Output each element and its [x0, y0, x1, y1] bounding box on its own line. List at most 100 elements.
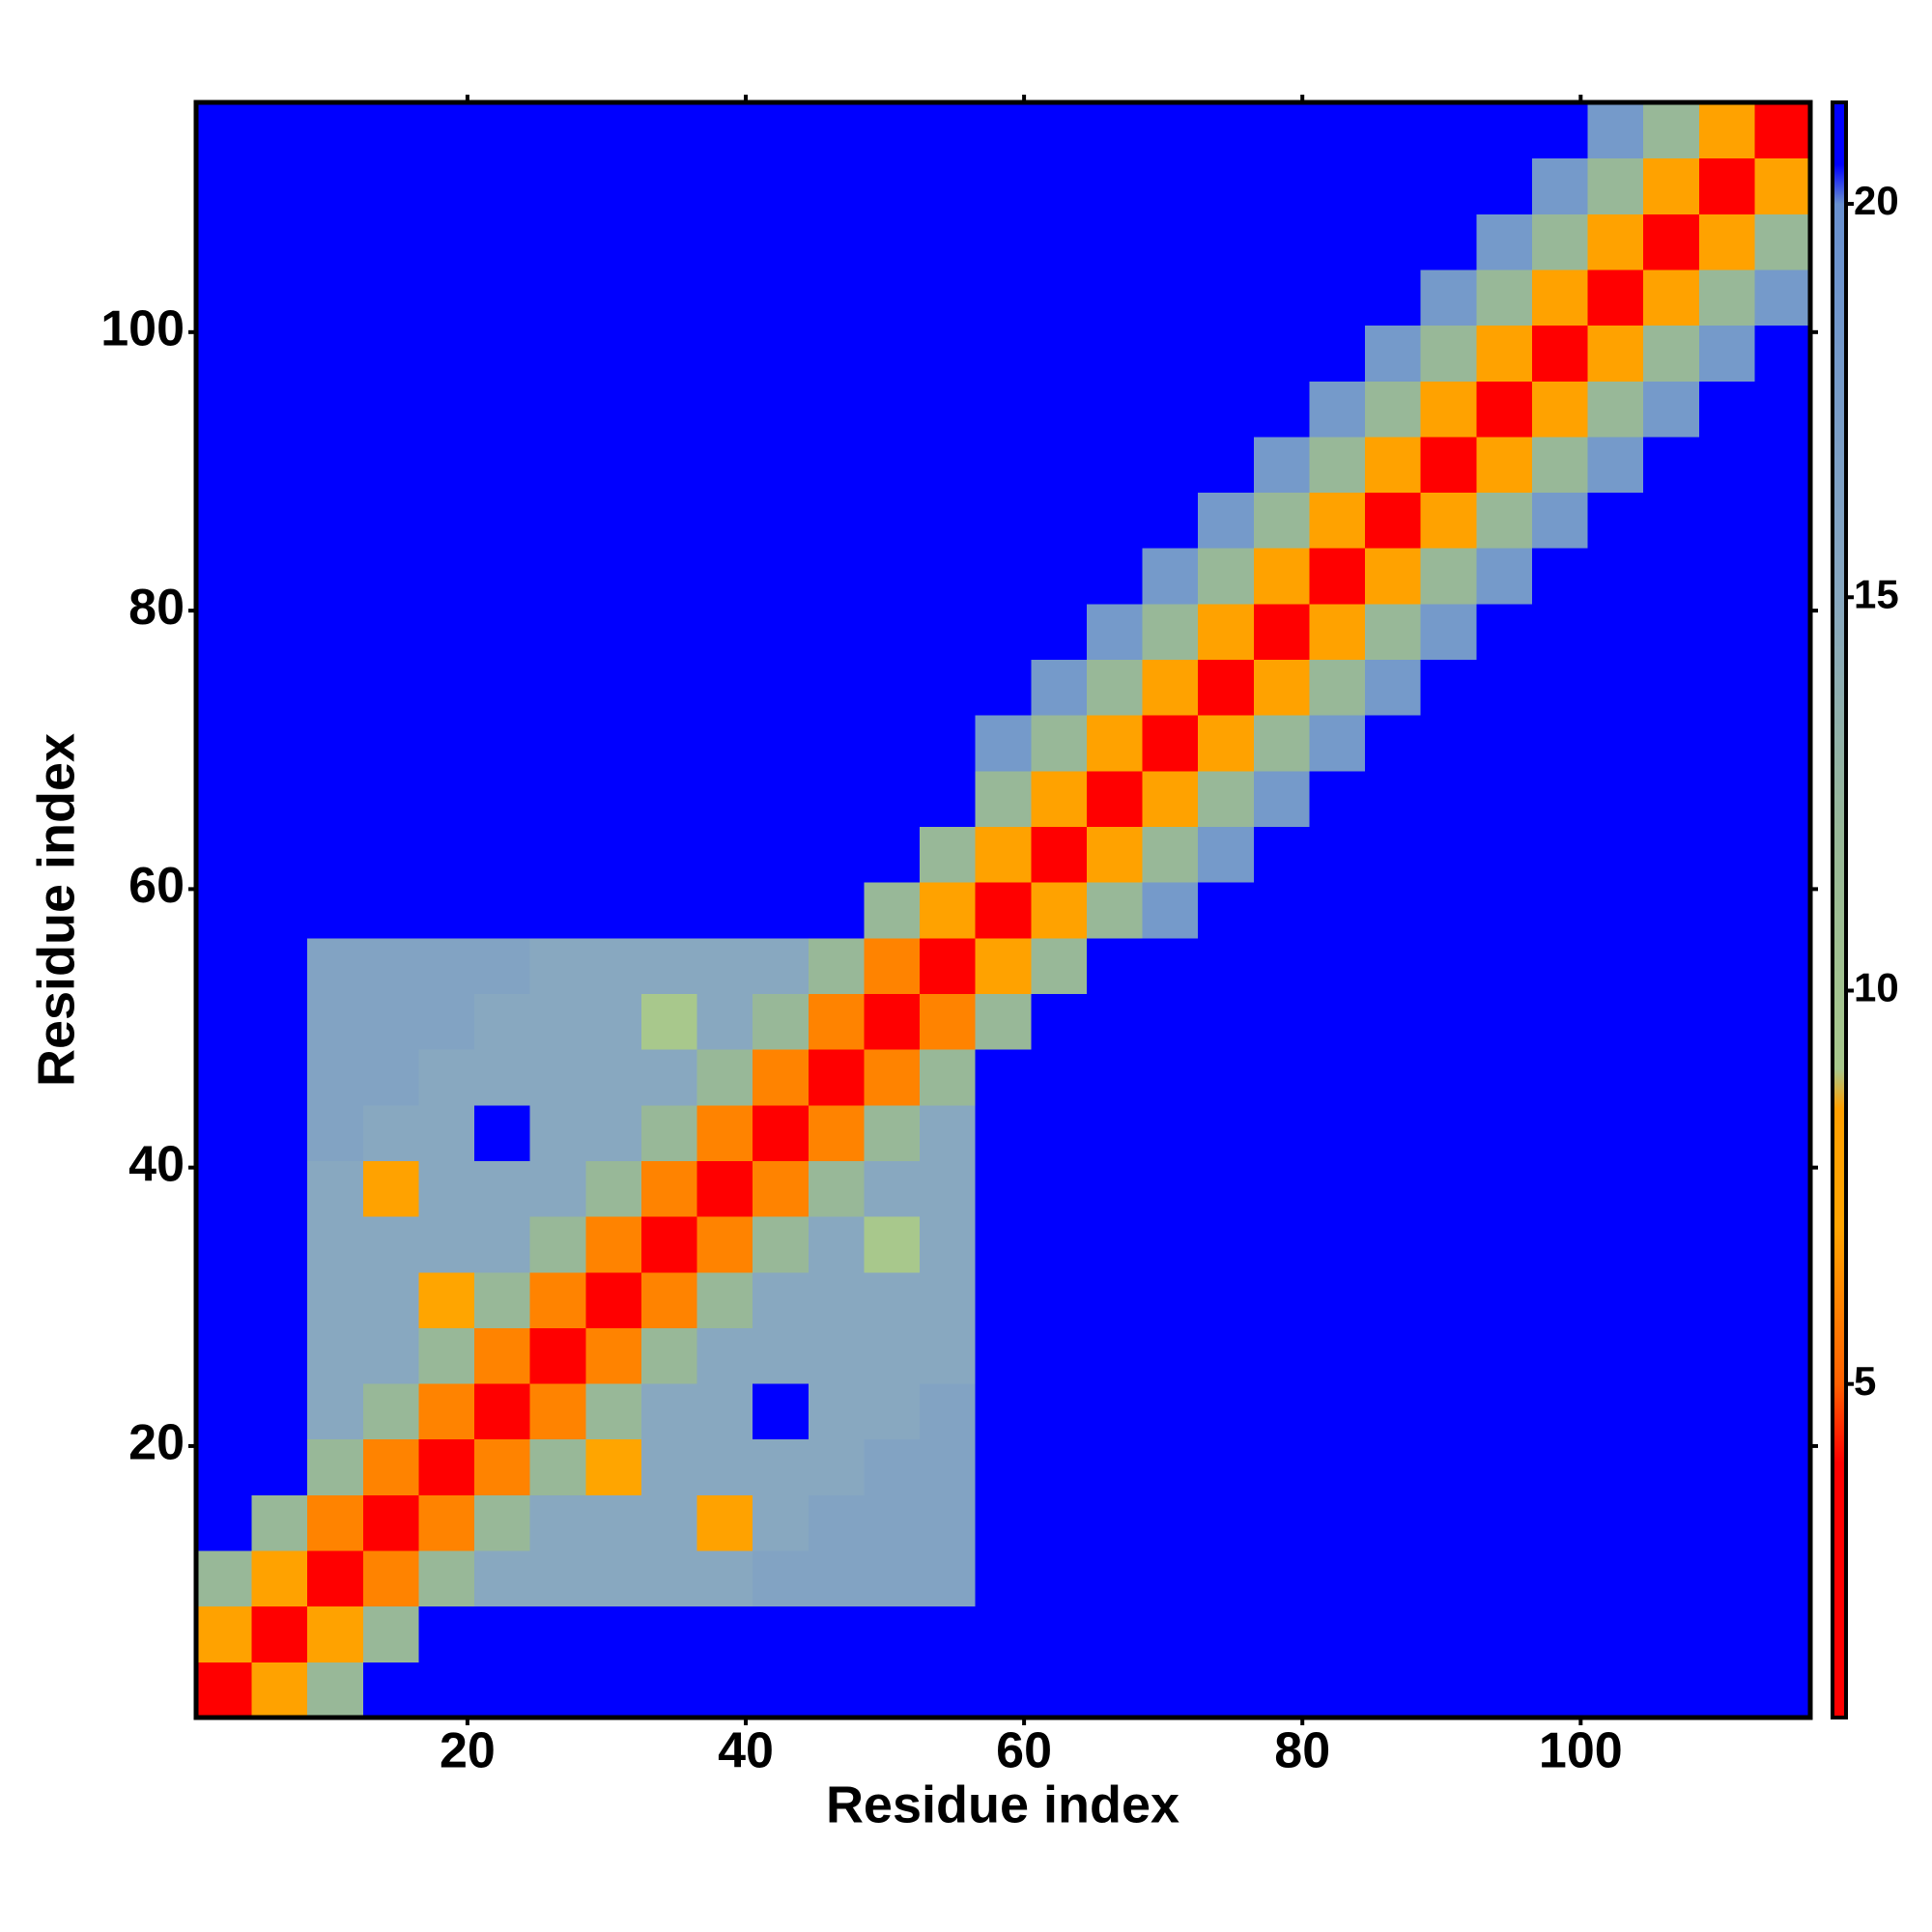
- heatmap-cell: [1698, 770, 1755, 828]
- heatmap-cell: [307, 1160, 364, 1217]
- heatmap-cell: [1086, 1327, 1144, 1384]
- heatmap-cell: [1142, 1327, 1199, 1384]
- heatmap-cell: [1643, 826, 1700, 883]
- heatmap-cell: [585, 1271, 642, 1328]
- heatmap-cell: [1198, 269, 1255, 327]
- plot-frame: [193, 99, 1813, 1720]
- heatmap-cell: [975, 826, 1032, 883]
- heatmap-cell: [307, 1271, 364, 1328]
- heatmap-cell: [418, 1049, 475, 1106]
- heatmap-cell: [418, 381, 475, 438]
- colorbar-tick-label: 20: [1854, 178, 1899, 223]
- heatmap-cell: [1086, 1160, 1144, 1217]
- heatmap-cell: [864, 1049, 921, 1106]
- heatmap-cell: [1587, 1216, 1644, 1273]
- heatmap-cell: [1031, 1271, 1088, 1328]
- heatmap-cell: [307, 1605, 364, 1662]
- heatmap-cell: [1587, 325, 1644, 382]
- heatmap-cell: [864, 1550, 921, 1607]
- heatmap-cell: [808, 993, 865, 1050]
- heatmap-cell: [1754, 436, 1811, 494]
- heatmap-cell: [1198, 1160, 1255, 1217]
- heatmap-cell: [920, 1662, 977, 1719]
- heatmap-cell: [418, 1494, 475, 1551]
- heatmap-cell: [585, 1327, 642, 1384]
- heatmap-cell: [640, 157, 698, 214]
- heatmap-cell: [1365, 1605, 1422, 1662]
- heatmap-cell: [1031, 436, 1088, 494]
- heatmap-cell: [529, 993, 586, 1050]
- heatmap-cell: [1587, 1438, 1644, 1495]
- heatmap-cell: [1309, 1438, 1366, 1495]
- heatmap-cell: [1476, 436, 1533, 494]
- heatmap-cell: [1086, 937, 1144, 994]
- heatmap-cell: [1420, 325, 1477, 382]
- heatmap-cell: [975, 381, 1032, 438]
- heatmap-cell: [1476, 937, 1533, 994]
- heatmap-cell: [808, 548, 865, 605]
- heatmap-cell: [1476, 1049, 1533, 1106]
- heatmap-cell: [474, 325, 531, 382]
- heatmap-cell: [1031, 1662, 1088, 1719]
- heatmap-cell: [1531, 1662, 1589, 1719]
- heatmap-cell: [251, 1605, 308, 1662]
- heatmap-cell: [696, 1438, 753, 1495]
- heatmap-cell: [1253, 436, 1310, 494]
- heatmap-cell: [696, 715, 753, 772]
- heatmap-cell: [585, 715, 642, 772]
- heatmap-cell: [307, 1438, 364, 1495]
- heatmap-cell: [251, 1327, 308, 1384]
- heatmap-cell: [1476, 381, 1533, 438]
- heatmap-cell: [251, 1550, 308, 1607]
- heatmap-cell: [474, 1494, 531, 1551]
- heatmap-cell: [975, 1662, 1032, 1719]
- heatmap-cell: [1365, 1160, 1422, 1217]
- heatmap-cell: [1198, 548, 1255, 605]
- heatmap-cell: [696, 325, 753, 382]
- heatmap-cell: [640, 548, 698, 605]
- heatmap-cell: [1031, 993, 1088, 1050]
- heatmap-cell: [1086, 157, 1144, 214]
- heatmap-cell: [1643, 381, 1700, 438]
- heatmap-cell: [1643, 1383, 1700, 1440]
- heatmap-cell: [1198, 213, 1255, 270]
- heatmap-cell: [1420, 269, 1477, 327]
- heatmap-cell: [1365, 937, 1422, 994]
- heatmap-cell: [1698, 436, 1755, 494]
- heatmap-cell: [362, 436, 419, 494]
- heatmap-cell: [1476, 1438, 1533, 1495]
- heatmap-cell: [585, 993, 642, 1050]
- heatmap-cell: [1309, 1383, 1366, 1440]
- heatmap-cell: [1253, 882, 1310, 939]
- heatmap-cell: [1531, 882, 1589, 939]
- heatmap-cell: [1253, 1438, 1310, 1495]
- heatmap-cell: [1086, 1494, 1144, 1551]
- heatmap-cell: [1142, 826, 1199, 883]
- heatmap-cell: [753, 492, 810, 549]
- heatmap-cell: [307, 269, 364, 327]
- heatmap-cell: [1309, 770, 1366, 828]
- heatmap-cell: [418, 1383, 475, 1440]
- heatmap-cell: [640, 492, 698, 549]
- heatmap-cell: [1420, 1662, 1477, 1719]
- heatmap-cell: [640, 1550, 698, 1607]
- heatmap-cell: [864, 1160, 921, 1217]
- heatmap-cell: [1587, 1160, 1644, 1217]
- heatmap-cell: [529, 1327, 586, 1384]
- heatmap-cell: [196, 1662, 253, 1719]
- heatmap-cell: [362, 659, 419, 716]
- heatmap-cell: [418, 1160, 475, 1217]
- heatmap-cell: [362, 1438, 419, 1495]
- x-tick-label: 20: [440, 1723, 496, 1779]
- heatmap-cell: [1309, 381, 1366, 438]
- heatmap-cell: [1476, 659, 1533, 716]
- heatmap-cell: [362, 213, 419, 270]
- heatmap-cell: [1031, 659, 1088, 716]
- heatmap-cell: [864, 1438, 921, 1495]
- heatmap-cell: [640, 659, 698, 716]
- heatmap-cell: [1253, 381, 1310, 438]
- heatmap-cell: [1587, 1605, 1644, 1662]
- heatmap-cell: [1198, 1216, 1255, 1273]
- heatmap-cell: [1031, 826, 1088, 883]
- heatmap-cell: [307, 1494, 364, 1551]
